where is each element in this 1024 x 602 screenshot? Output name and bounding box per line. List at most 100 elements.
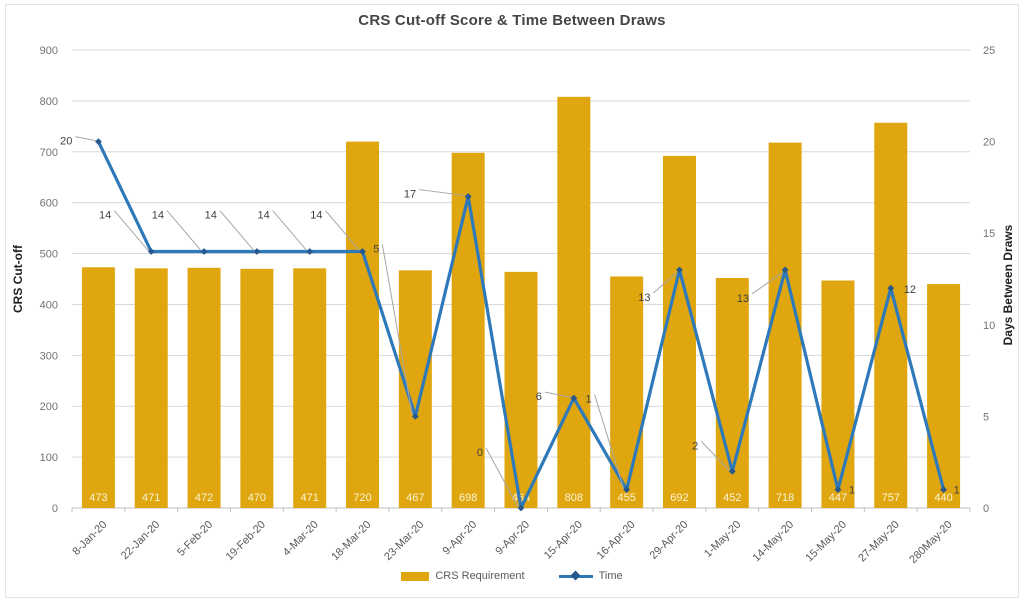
legend-line-label: Time [598,570,623,582]
svg-text:15-May-20: 15-May-20 [803,519,849,565]
line-marker-diamond-icon [359,248,366,255]
svg-text:13: 13 [737,293,749,305]
svg-text:5-Feb-20: 5-Feb-20 [175,519,215,559]
svg-text:300: 300 [40,350,58,362]
svg-text:10: 10 [983,320,995,332]
svg-text:27-May-20: 27-May-20 [856,519,902,565]
bar [398,270,432,508]
bar [874,122,908,508]
crs-requirement-bars [81,96,961,509]
svg-text:467: 467 [406,492,424,504]
svg-text:17: 17 [404,189,416,201]
chart-legend: CRS Requirement Time [0,570,1024,582]
line-marker-diamond-icon [781,266,789,274]
line-marker-diamond-icon [887,284,895,292]
bar-series-swatch [401,571,430,581]
left-axis-title: CRS Cut-off [11,245,25,313]
svg-text:718: 718 [776,492,794,504]
svg-text:1: 1 [586,394,592,406]
line-swatch-marker-diamond-icon [570,570,581,581]
svg-text:720: 720 [353,492,371,504]
line-marker-diamond-icon [95,138,102,145]
svg-text:0: 0 [52,503,58,515]
svg-text:1-May-20: 1-May-20 [702,519,743,560]
svg-text:0: 0 [983,503,989,515]
bar [187,267,221,508]
svg-text:0: 0 [477,447,483,459]
svg-text:692: 692 [670,492,688,504]
bar [662,155,696,509]
svg-text:9-Apr-20: 9-Apr-20 [441,519,480,558]
data-label-leader-lines [75,136,783,508]
line-marker-diamond-icon [834,486,842,494]
svg-text:698: 698 [459,492,477,504]
bar [451,152,485,508]
svg-text:14: 14 [205,210,217,222]
bar [768,142,802,508]
line-marker-diamond-icon [200,248,208,255]
line-marker-diamond-icon [464,193,472,200]
legend-bar-label: CRS Requirement [435,570,525,582]
svg-text:600: 600 [40,198,58,210]
bar [557,96,591,508]
bar [927,284,961,508]
svg-text:29-Apr-20: 29-Apr-20 [648,519,691,562]
line-marker-diamond-icon [623,486,631,494]
bar-value-labels: 473 471 472 470 471 720 467 698 464 808 455 692 452 7… [89,492,953,504]
svg-text:700: 700 [40,147,58,159]
svg-text:15: 15 [983,228,995,240]
line-marker-diamond-icon [676,266,683,274]
line-marker-diamond-icon [728,467,736,475]
svg-text:23-Mar-20: 23-Mar-20 [382,519,426,563]
line-marker-diamond-icon [253,248,261,255]
line-marker-diamond-icon [147,248,155,255]
bar [240,268,274,508]
line-marker-diamond-icon [411,413,419,420]
svg-text:9-Apr-20: 9-Apr-20 [493,519,532,558]
svg-text:4-Mar-20: 4-Mar-20 [281,519,321,559]
svg-text:14-May-20: 14-May-20 [751,519,797,565]
svg-text:2: 2 [692,440,698,452]
svg-text:440: 440 [934,492,952,504]
line-series-swatch [558,570,593,581]
svg-text:800: 800 [40,96,58,108]
svg-text:470: 470 [248,492,266,504]
chart-title: CRS Cut-off Score & Time Between Draws [358,12,666,29]
svg-text:452: 452 [723,492,741,504]
line-marker-diamond-icon [517,504,525,512]
right-axis-title: Days Between Draws [1001,224,1015,346]
left-axis-tick-labels: 0 100 200 300 400 500 600 700 800 900 [40,45,58,515]
line-marker-diamond-icon [940,486,947,494]
bar [610,276,644,508]
bar [821,280,855,508]
svg-text:455: 455 [617,492,635,504]
svg-text:14: 14 [99,210,111,222]
svg-text:6: 6 [536,391,542,403]
svg-text:400: 400 [40,299,58,311]
svg-text:1: 1 [954,485,960,497]
bar [134,268,168,508]
svg-text:900: 900 [40,45,58,57]
svg-text:447: 447 [829,492,847,504]
svg-text:16-Apr-20: 16-Apr-20 [595,519,638,562]
svg-text:280May-20: 280May-20 [907,519,954,566]
svg-text:5: 5 [983,411,989,423]
legend-item-time: Time [558,570,623,582]
svg-text:757: 757 [882,492,900,504]
svg-text:13: 13 [638,292,650,304]
svg-text:19-Feb-20: 19-Feb-20 [224,519,268,563]
line-marker-diamond-icon [306,248,314,255]
time-line-series [95,138,947,512]
legend-item-crs-requirement: CRS Requirement [401,570,525,582]
svg-text:471: 471 [142,492,160,504]
x-axis-category-labels: 8-Jan-20 22-Jan-20 5-Feb-20 19-Feb-20 4-Mar-… [70,519,954,566]
svg-text:15-Apr-20: 15-Apr-20 [542,519,585,562]
bar [504,271,538,508]
svg-text:20: 20 [60,136,72,148]
svg-text:471: 471 [301,492,319,504]
x-axis-ticks [71,508,971,512]
svg-text:14: 14 [310,210,322,222]
svg-text:5: 5 [373,243,379,255]
